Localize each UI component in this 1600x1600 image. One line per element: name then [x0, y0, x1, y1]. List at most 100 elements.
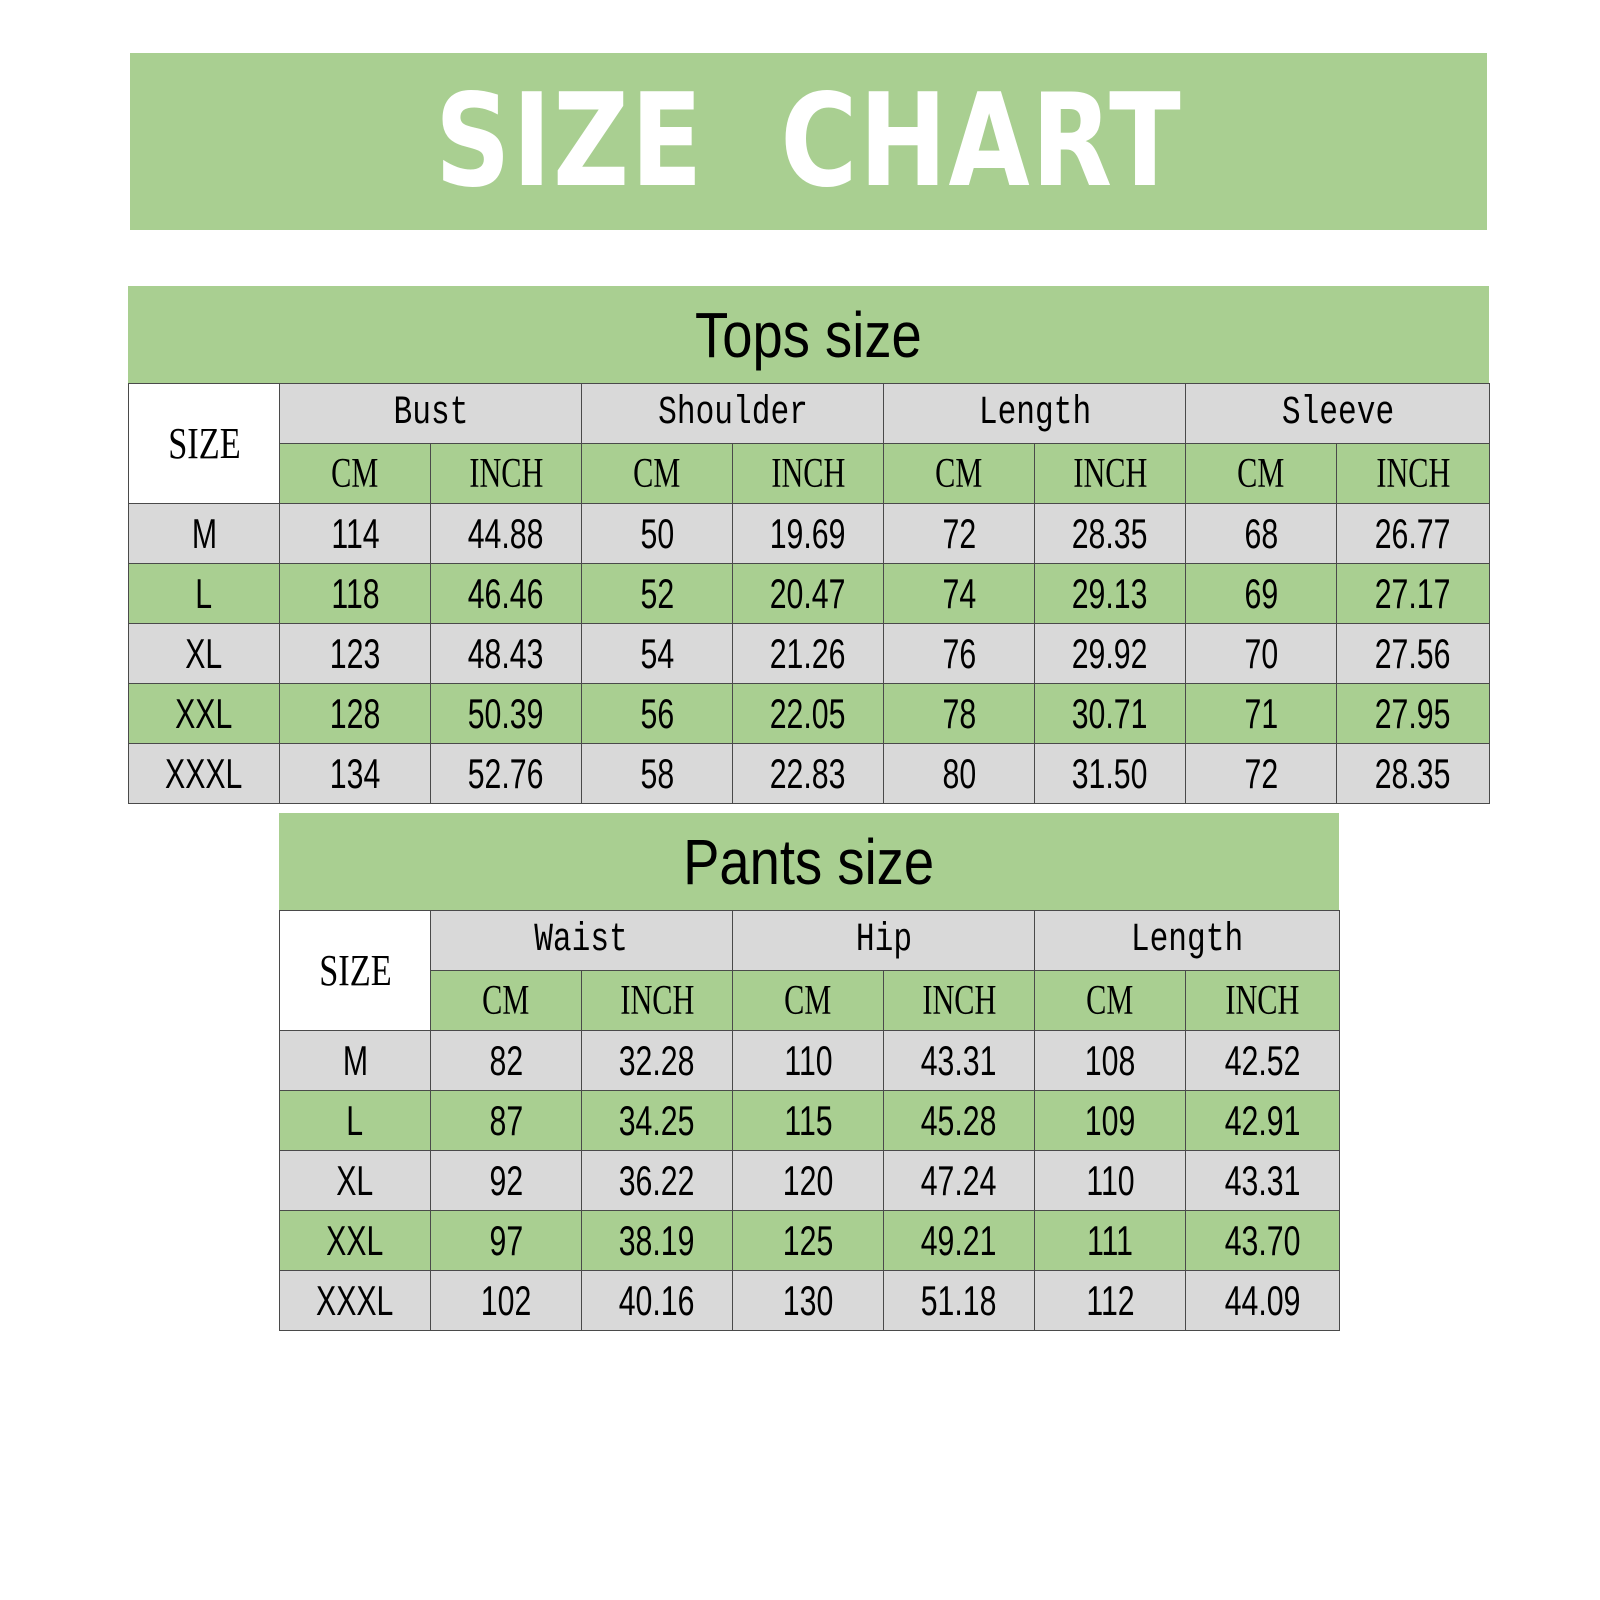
unit-label-inch: INCH — [922, 977, 996, 1024]
length-cm: 110 — [1085, 1156, 1135, 1204]
size-value: M — [342, 1036, 368, 1084]
value-cell: 38.19 — [581, 1210, 733, 1271]
value-cell: 26.77 — [1336, 503, 1491, 564]
group-label: Length — [1130, 917, 1244, 963]
unit-cell: CM — [883, 443, 1036, 504]
table-row: XXL 97 38.19 125 49.21 111 43.70 — [279, 1210, 1341, 1271]
tops-size-table: SIZE Bust Shoulder Length Sleeve CM INCH… — [128, 383, 1491, 804]
tops-section-header: Tops size — [128, 286, 1489, 383]
pants-group-length: Length — [1034, 910, 1341, 971]
length-inch: 42.91 — [1224, 1096, 1301, 1144]
value-cell: 102 — [430, 1270, 582, 1331]
unit-cell: INCH — [1336, 443, 1491, 504]
sleeve-cm: 70 — [1244, 629, 1278, 677]
hip-inch: 49.21 — [921, 1216, 997, 1264]
page-title: SIZE CHART — [434, 66, 1183, 216]
waist-cm: 97 — [489, 1216, 523, 1264]
unit-cell: INCH — [581, 970, 733, 1031]
value-cell: 120 — [732, 1150, 884, 1211]
hip-cm: 120 — [782, 1156, 834, 1204]
length-inch: 43.70 — [1224, 1216, 1301, 1264]
value-cell: 110 — [732, 1030, 884, 1091]
value-cell: 31.50 — [1034, 743, 1187, 804]
pants-size-header-cell: SIZE — [279, 910, 431, 1031]
value-cell: 68 — [1185, 503, 1338, 564]
value-cell: 114 — [279, 503, 431, 564]
value-cell: 74 — [883, 563, 1036, 624]
value-cell: 50.39 — [429, 683, 583, 744]
bust-inch: 48.43 — [468, 629, 544, 677]
size-chart-banner: SIZE CHART — [130, 53, 1487, 230]
value-cell: 29.13 — [1034, 563, 1187, 624]
sleeve-inch: 27.56 — [1375, 629, 1451, 677]
pants-group-header-row: SIZE Waist Hip Length — [279, 910, 1341, 1031]
shoulder-cm: 50 — [640, 509, 674, 557]
value-cell: 44.09 — [1185, 1270, 1341, 1331]
value-cell: 52 — [581, 563, 734, 624]
unit-cell: INCH — [1185, 970, 1341, 1031]
unit-cell: CM — [1185, 443, 1338, 504]
unit-cell: INCH — [429, 443, 583, 504]
length-inch: 31.50 — [1072, 749, 1148, 797]
unit-cell: CM — [732, 970, 884, 1031]
value-cell: 43.70 — [1185, 1210, 1341, 1271]
value-cell: 97 — [430, 1210, 582, 1271]
value-cell: 109 — [1034, 1090, 1187, 1151]
unit-label-inch: INCH — [1225, 977, 1300, 1024]
value-cell: 22.05 — [732, 683, 885, 744]
value-cell: 69 — [1185, 563, 1338, 624]
length-inch: 30.71 — [1072, 689, 1148, 737]
size-cell: XL — [279, 1150, 431, 1211]
group-label: Shoulder — [657, 390, 808, 436]
size-cell: XL — [128, 623, 280, 684]
value-cell: 123 — [279, 623, 431, 684]
value-cell: 118 — [279, 563, 431, 624]
bust-cm: 123 — [329, 629, 381, 677]
value-cell: 42.91 — [1185, 1090, 1341, 1151]
tops-group-shoulder: Shoulder — [581, 383, 885, 444]
bust-cm: 134 — [329, 749, 381, 797]
length-inch: 42.52 — [1224, 1036, 1301, 1084]
value-cell: 51.18 — [882, 1270, 1036, 1331]
size-value: L — [346, 1096, 364, 1144]
shoulder-cm: 58 — [640, 749, 674, 797]
hip-cm: 110 — [783, 1036, 833, 1084]
length-cm: 109 — [1084, 1096, 1136, 1144]
value-cell: 82 — [430, 1030, 582, 1091]
hip-inch: 43.31 — [921, 1036, 997, 1084]
unit-cell: INCH — [1034, 443, 1187, 504]
value-cell: 112 — [1034, 1270, 1187, 1331]
value-cell: 28.35 — [1336, 743, 1491, 804]
waist-inch: 32.28 — [619, 1036, 695, 1084]
hip-cm: 130 — [782, 1276, 834, 1324]
value-cell: 125 — [732, 1210, 884, 1271]
bust-cm: 118 — [330, 569, 380, 617]
unit-cell: CM — [1034, 970, 1187, 1031]
group-label: Length — [978, 390, 1091, 436]
length-cm: 78 — [942, 689, 976, 737]
value-cell: 49.21 — [882, 1210, 1036, 1271]
size-cell: L — [279, 1090, 431, 1151]
value-cell: 27.56 — [1336, 623, 1491, 684]
value-cell: 20.47 — [732, 563, 885, 624]
hip-cm: 125 — [782, 1216, 834, 1264]
value-cell: 52.76 — [429, 743, 583, 804]
size-cell: XXXL — [279, 1270, 431, 1331]
unit-label-cm: CM — [784, 977, 832, 1024]
tops-title: Tops size — [695, 298, 922, 371]
hip-inch: 45.28 — [921, 1096, 997, 1144]
unit-cell: CM — [581, 443, 734, 504]
size-cell: M — [128, 503, 280, 564]
value-cell: 43.31 — [1185, 1150, 1341, 1211]
length-cm: 108 — [1084, 1036, 1136, 1084]
unit-label-inch: INCH — [620, 977, 694, 1024]
tops-group-sleeve: Sleeve — [1185, 383, 1491, 444]
value-cell: 30.71 — [1034, 683, 1187, 744]
bust-inch: 52.76 — [468, 749, 544, 797]
table-row: XL 92 36.22 120 47.24 110 43.31 — [279, 1150, 1341, 1211]
unit-label-cm: CM — [1086, 977, 1134, 1024]
hip-inch: 51.18 — [921, 1276, 997, 1324]
sleeve-cm: 68 — [1244, 509, 1278, 557]
shoulder-inch: 22.05 — [770, 689, 846, 737]
value-cell: 27.17 — [1336, 563, 1491, 624]
